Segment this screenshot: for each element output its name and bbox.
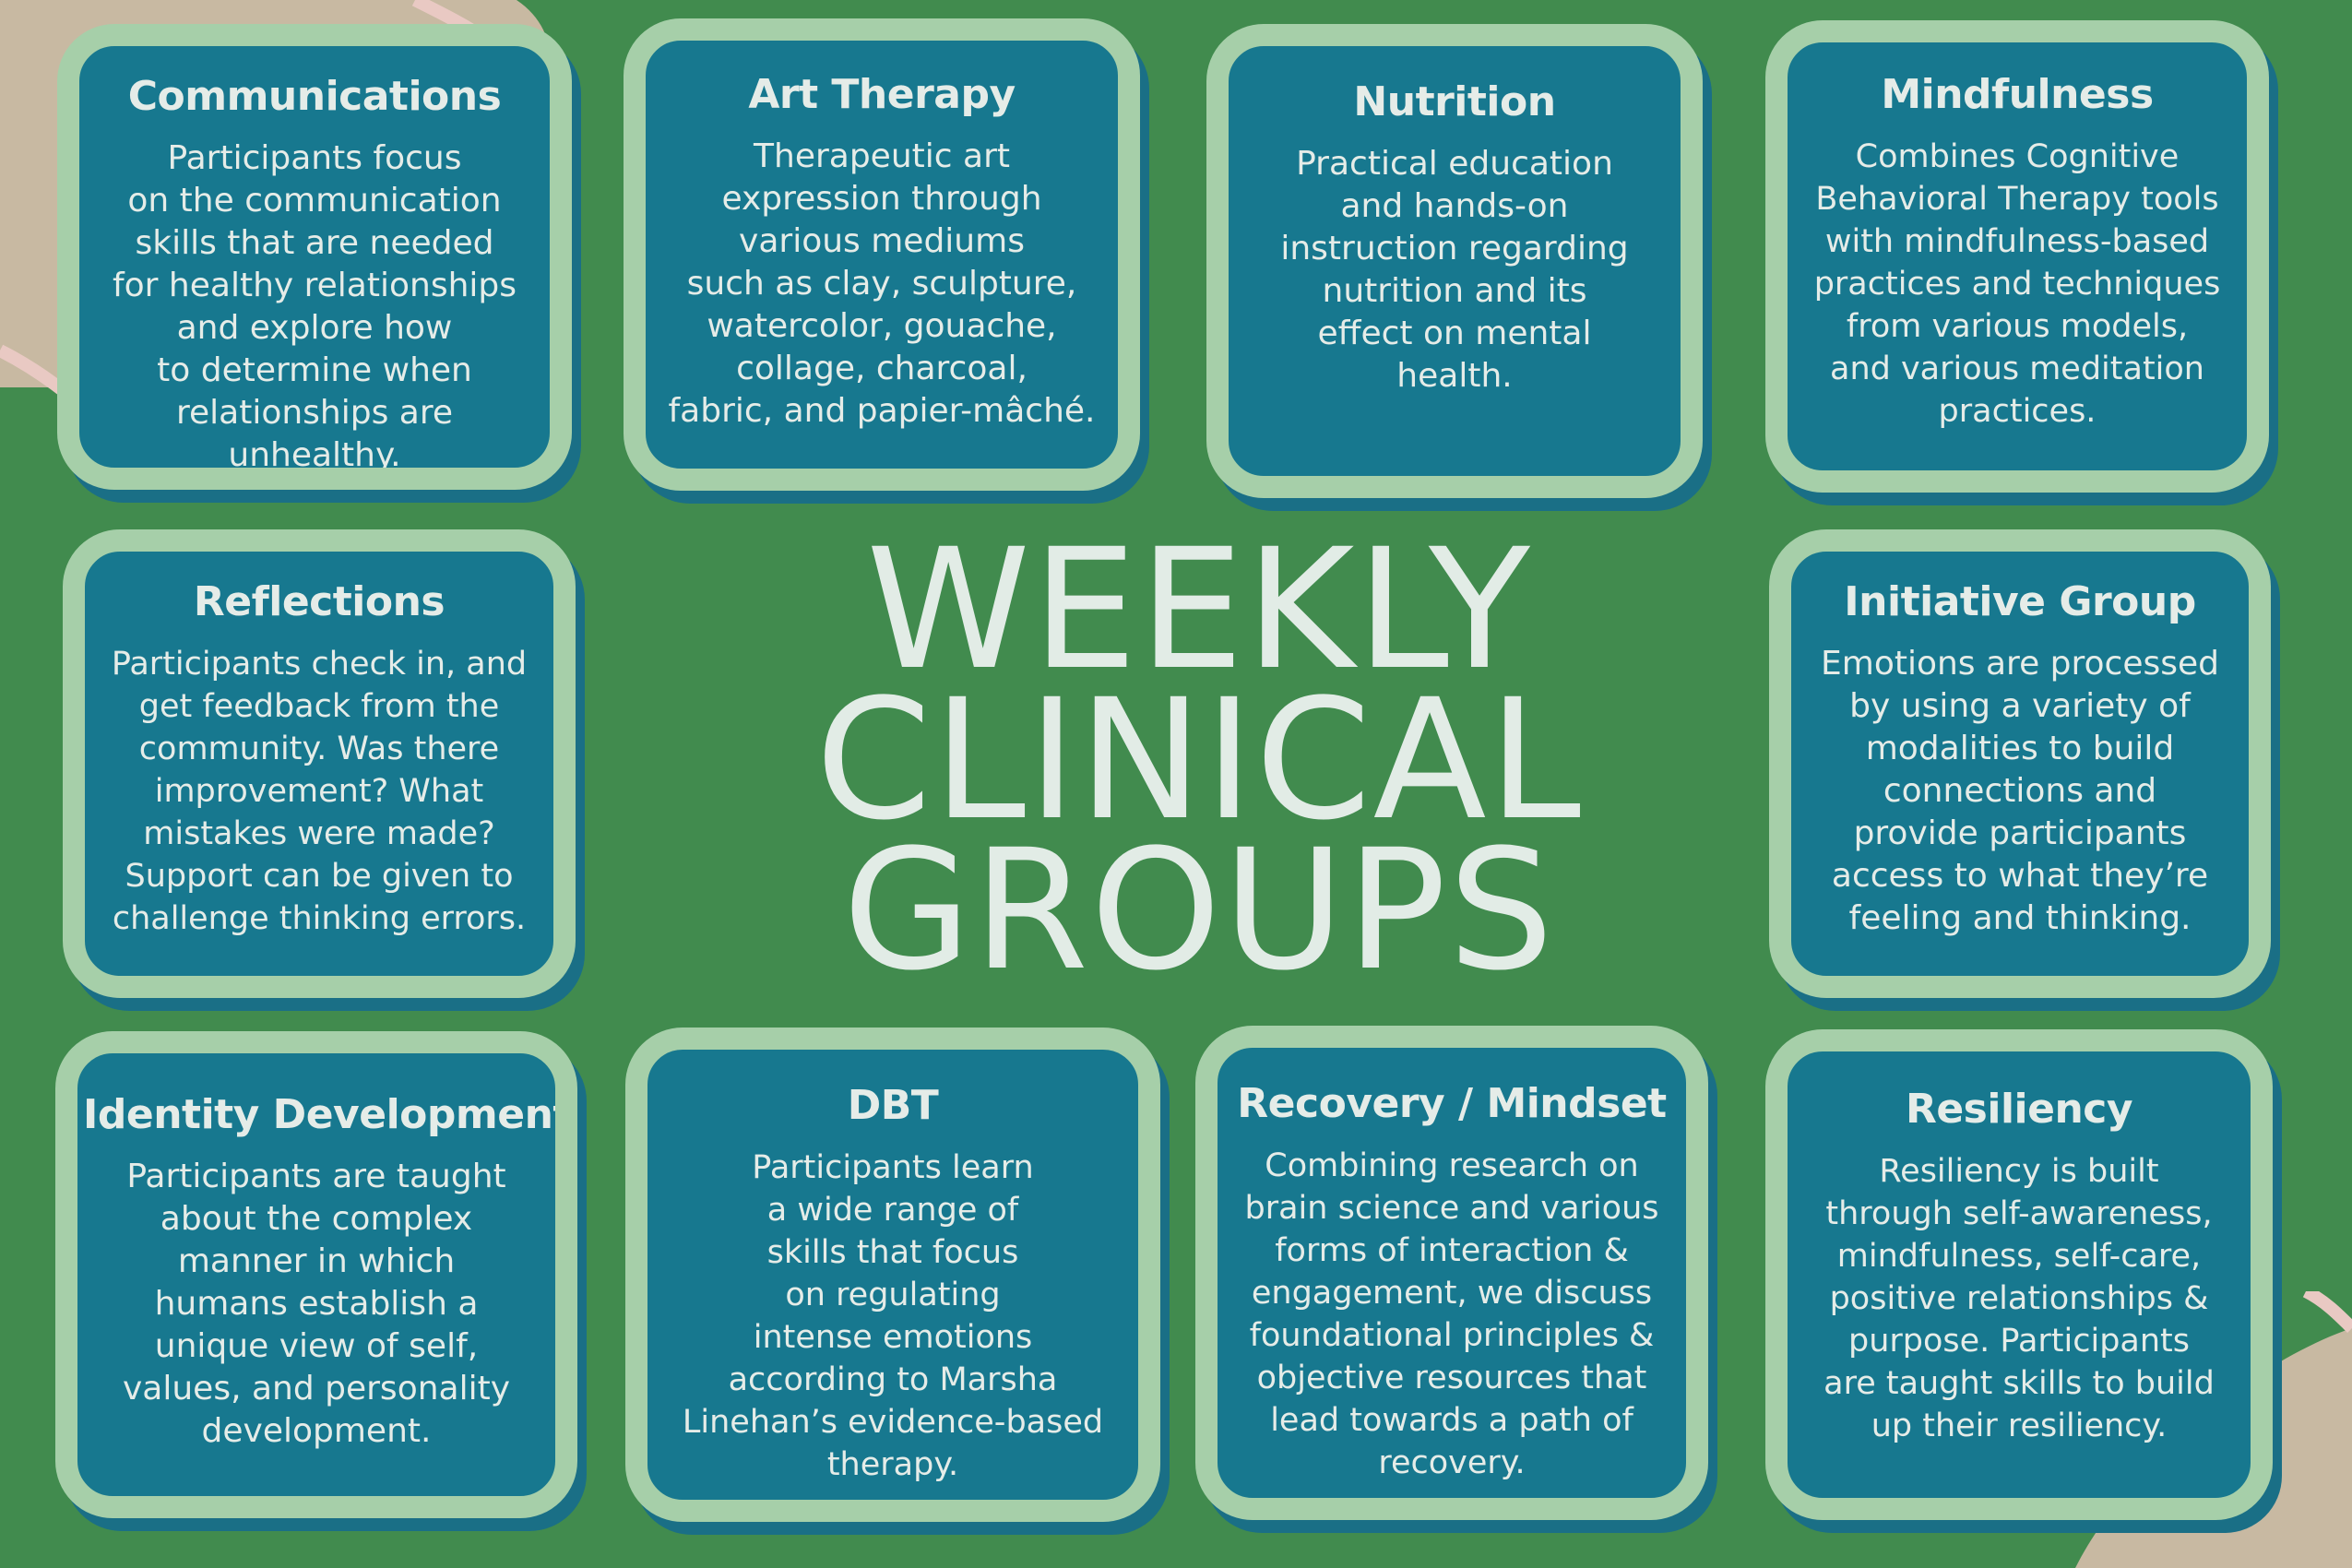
card-description: Therapeutic art expression through vario… <box>668 137 1096 430</box>
card-reflections: Reflections Participants check in, and g… <box>63 529 576 998</box>
card-communications: Communications Participants focus on the… <box>57 24 572 490</box>
page-title: WEEKLY CLINICAL GROUPS <box>664 514 1734 1007</box>
card-description: Participants focus on the communication … <box>112 138 517 474</box>
card-heading: Communications <box>127 73 502 120</box>
card-nutrition: Nutrition Practical education and hands-… <box>1206 24 1703 498</box>
card-heading: DBT <box>847 1082 939 1129</box>
card-heading: Identity Development <box>83 1091 572 1138</box>
card-dbt: DBT Participants learn a wide range of s… <box>625 1028 1160 1522</box>
card-description: Resiliency is built through self-awarene… <box>1823 1152 2215 1444</box>
card-initiative-group: Initiative Group Emotions are processed … <box>1769 529 2271 998</box>
card-heading: Art Therapy <box>748 71 1016 118</box>
title-line-groups: GROUPS <box>842 814 1556 1007</box>
card-heading: Reflections <box>193 578 445 625</box>
card-description: Participants check in, and get feedback … <box>111 645 528 937</box>
card-description: Participants learn a wide range of skill… <box>682 1148 1104 1483</box>
card-description: Practical education and hands-on instruc… <box>1280 144 1629 395</box>
card-description: Emotions are processed by using a variet… <box>1821 644 2219 937</box>
card-art-therapy: Art Therapy Therapeutic art expression t… <box>624 18 1140 491</box>
card-heading: Mindfulness <box>1881 71 2154 118</box>
card-description: Combining research on brain science and … <box>1244 1146 1659 1481</box>
card-description: Participants are taught about the comple… <box>122 1157 511 1450</box>
card-recovery-mindset: Recovery / Mindset Combining research on… <box>1195 1026 1708 1520</box>
card-heading: Initiative Group <box>1844 578 2196 625</box>
card-resiliency: Resiliency Resiliency is built through s… <box>1765 1029 2273 1520</box>
title-line-weekly: WEEKLY <box>866 514 1532 707</box>
card-description: Combines Cognitive Behavioral Therapy to… <box>1813 137 2221 430</box>
card-heading: Resiliency <box>1905 1086 2133 1133</box>
card-heading: Recovery / Mindset <box>1237 1080 1667 1127</box>
card-identity-development: Identity Development Participants are ta… <box>55 1031 577 1518</box>
card-mindfulness: Mindfulness Combines Cognitive Behaviora… <box>1765 20 2269 493</box>
title-line-clinical: CLINICAL <box>815 664 1583 857</box>
card-heading: Nutrition <box>1353 78 1556 125</box>
